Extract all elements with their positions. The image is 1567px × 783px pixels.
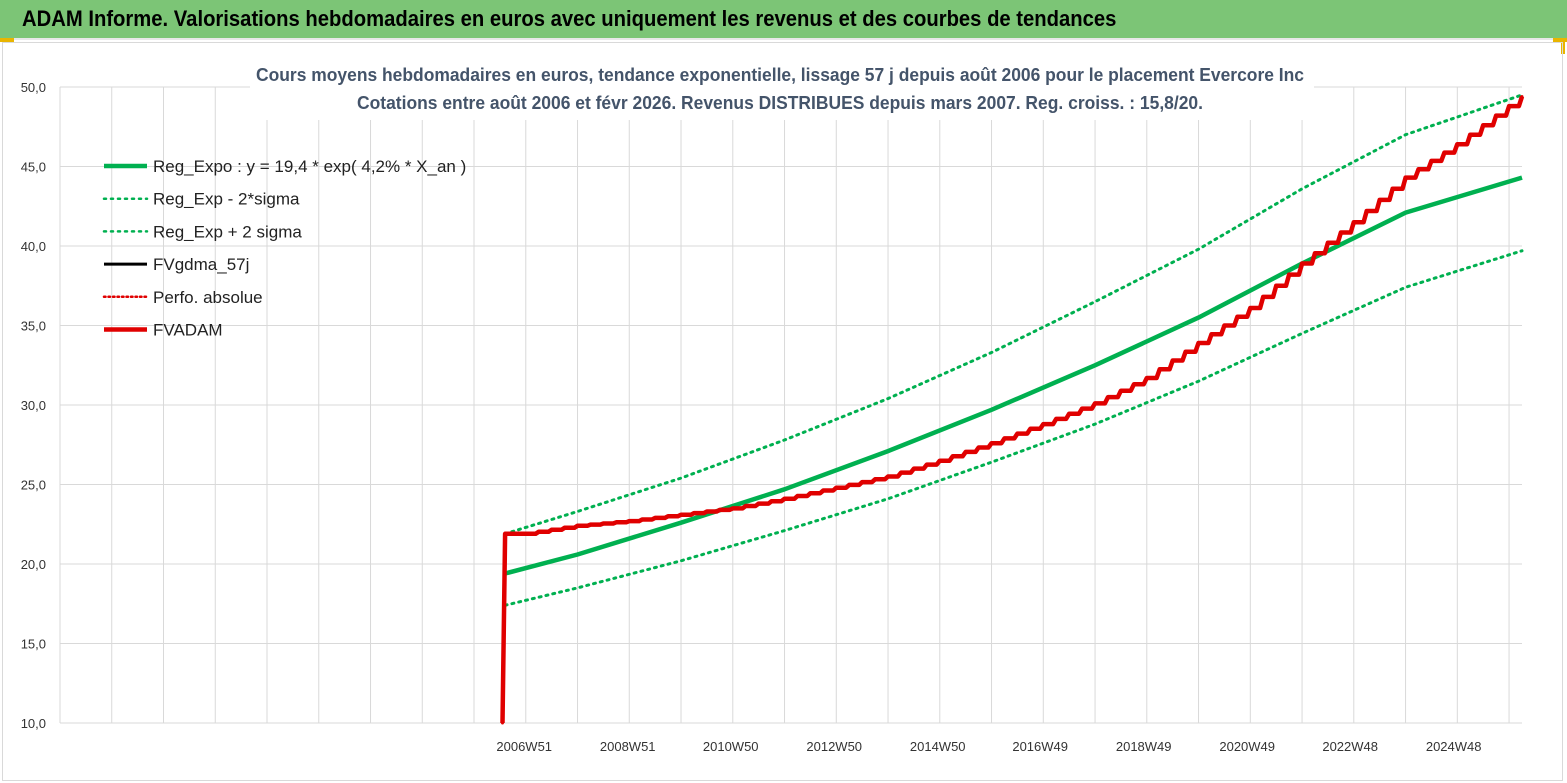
series-line-5	[500, 95, 1525, 724]
series-line-0	[504, 175, 1523, 576]
y-tick-label: 25,0	[21, 478, 46, 493]
chart-frame	[2, 42, 1563, 781]
y-tick-label: 50,0	[21, 80, 46, 95]
x-tick-label: 2006W51	[496, 739, 552, 754]
series-line-4	[501, 95, 1524, 725]
x-tick-label: 2016W49	[1012, 739, 1068, 754]
page-title: ADAM Informe. Valorisations hebdomadaire…	[22, 6, 1117, 31]
x-axis-ticks: 2006W51 2008W51 2010W50 2012W50 2014W50 2016W…	[496, 739, 1481, 754]
corner-mark-top-right	[1553, 38, 1567, 42]
y-tick-label: 30,0	[21, 398, 46, 413]
x-tick-label: 2024W48	[1426, 739, 1482, 754]
series-line-3	[501, 96, 1523, 724]
legend-label-1: Reg_Exp - 2*sigma	[153, 190, 300, 209]
x-tick-label: 2012W50	[806, 739, 862, 754]
y-tick-label: 15,0	[21, 637, 46, 652]
chart-titles: Cours moyens hebdomadaires en euros, ten…	[250, 60, 1314, 120]
x-tick-label: 2010W50	[703, 739, 759, 754]
x-tick-label: 2020W49	[1219, 739, 1275, 754]
title-background	[250, 60, 1314, 120]
legend-label-3: FVgdma_57j	[153, 255, 249, 274]
y-tick-label: 20,0	[21, 557, 46, 572]
y-axis-ticks: 10,0 15,0 20,0 25,0 30,0 35,0 40,0 45,0 50,0	[21, 80, 46, 731]
series-lines	[500, 93, 1525, 725]
legend-label-4: Perfo. absolue	[153, 288, 263, 307]
y-tick-label: 35,0	[21, 319, 46, 334]
chart-subtitle: Cotations entre août 2006 et févr 2026. …	[357, 93, 1203, 113]
x-tick-label: 2018W49	[1116, 739, 1172, 754]
x-tick-label: 2008W51	[600, 739, 656, 754]
y-tick-label: 40,0	[21, 239, 46, 254]
chart-title: Cours moyens hebdomadaires en euros, ten…	[256, 65, 1304, 85]
legend: Reg_Expo : y = 19,4 * exp( 4,2% * X_an )…	[102, 157, 466, 340]
legend-label-5: FVADAM	[153, 321, 223, 340]
corner-mark-top-left	[0, 38, 14, 42]
horizontal-gridlines	[60, 86, 1522, 724]
x-tick-label: 2022W48	[1322, 739, 1378, 754]
x-tick-label: 2014W50	[910, 739, 966, 754]
series-line-1	[503, 249, 1524, 607]
series-line-2	[503, 93, 1524, 536]
y-tick-label: 10,0	[21, 716, 46, 731]
legend-label-2: Reg_Exp + 2 sigma	[153, 222, 302, 241]
header-banner: ADAM Informe. Valorisations hebdomadaire…	[0, 0, 1567, 40]
legend-label-0: Reg_Expo : y = 19,4 * exp( 4,2% * X_an )	[153, 157, 466, 176]
y-tick-label: 45,0	[21, 160, 46, 175]
corner-mark-right-edge	[1561, 42, 1565, 54]
